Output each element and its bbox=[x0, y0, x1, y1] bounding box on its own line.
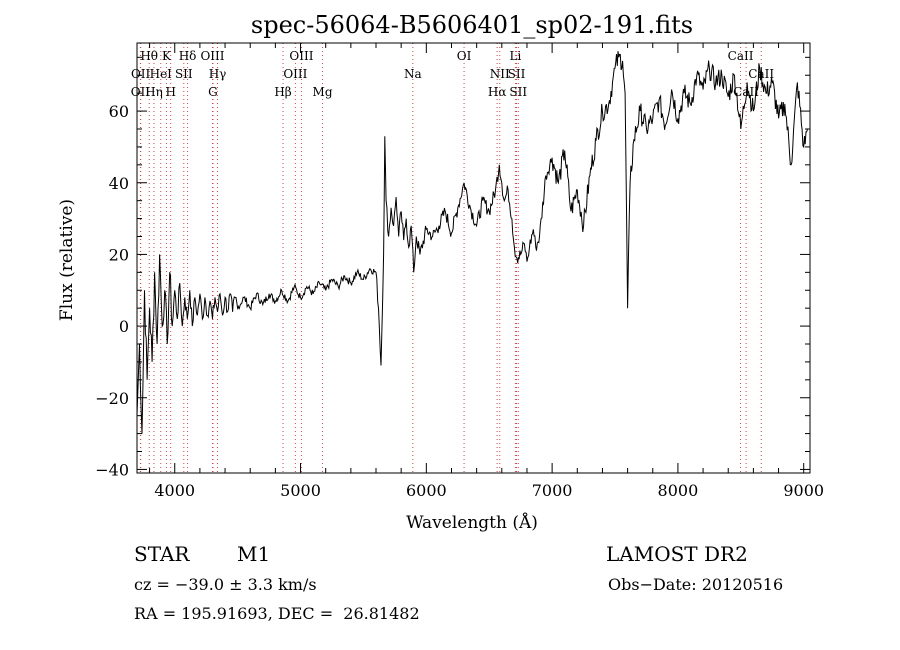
survey-name: LAMOST DR2 bbox=[606, 542, 748, 566]
y-tick-label: 20 bbox=[109, 245, 129, 264]
spectral-line-label: Hδ bbox=[179, 49, 197, 63]
object-subclass: M1 bbox=[237, 542, 271, 566]
x-tick-label: 8000 bbox=[658, 481, 699, 500]
spectral-line-label: Hγ bbox=[209, 67, 227, 81]
plot-frame bbox=[136, 42, 811, 474]
spectrum-series-line bbox=[136, 51, 808, 434]
spectral-line-label: HeI bbox=[150, 67, 173, 81]
y-tick-label: 40 bbox=[109, 174, 129, 193]
y-tick-label: −20 bbox=[95, 389, 129, 408]
y-tick-label: −40 bbox=[95, 460, 129, 479]
y-axis-label: Flux (relative) bbox=[57, 199, 77, 321]
spectral-line-label: Na bbox=[404, 67, 422, 81]
x-tick-label: 4000 bbox=[154, 481, 195, 500]
chart-title: spec-56064-B5606401_sp02-191.fits bbox=[251, 11, 693, 39]
spectral-line-label: NII bbox=[490, 67, 510, 81]
spectral-line-label: K bbox=[162, 49, 172, 63]
spectral-line-label: Hη bbox=[145, 85, 163, 99]
spectral-line-label: H bbox=[165, 85, 175, 99]
spectral-line-label: OIII bbox=[289, 49, 313, 63]
spectral-line-label: OIII bbox=[200, 49, 224, 63]
x-tick-label: 9000 bbox=[783, 481, 824, 500]
spectral-line-label: G bbox=[208, 85, 218, 99]
object-type: STAR bbox=[134, 542, 190, 566]
x-tick-label: 5000 bbox=[280, 481, 321, 500]
spectral-line-label: OIII bbox=[283, 67, 307, 81]
spectral-line-label: Hα bbox=[488, 85, 507, 99]
spectral-line-label: OI bbox=[457, 49, 472, 63]
x-tick-label: 6000 bbox=[406, 481, 447, 500]
coordinates: RA = 195.91693, DEC = 26.81482 bbox=[134, 604, 420, 623]
x-axis-label: Wavelength (Å) bbox=[406, 512, 538, 533]
spectral-line-label: Li bbox=[509, 49, 521, 63]
spectral-line-label: SII bbox=[175, 67, 193, 81]
y-tick-label: 0 bbox=[119, 317, 129, 336]
spectral-line-markers bbox=[139, 43, 762, 473]
spectral-line-label: Mg bbox=[313, 85, 333, 99]
x-tick-label: 7000 bbox=[532, 481, 573, 500]
spectral-line-label: OII bbox=[131, 85, 151, 99]
x-axis-ticks: 4000 5000 6000 7000 8000 9000 bbox=[149, 43, 824, 500]
observation-date: Obs−Date: 20120516 bbox=[608, 575, 784, 594]
spectral-line-label: Hβ bbox=[274, 85, 291, 99]
y-axis-ticks: −40 −20 0 20 40 60 bbox=[95, 56, 810, 479]
spectral-line-label: SII bbox=[509, 85, 527, 99]
redshift-velocity: cz = −39.0 ± 3.3 km/s bbox=[134, 575, 317, 594]
spectral-line-label: SII bbox=[508, 67, 526, 81]
spectral-line-label: CaII bbox=[728, 49, 754, 63]
spectral-line-label: OII bbox=[131, 67, 151, 81]
y-tick-label: 60 bbox=[109, 102, 129, 121]
spectral-line-label: Hθ bbox=[140, 49, 158, 63]
